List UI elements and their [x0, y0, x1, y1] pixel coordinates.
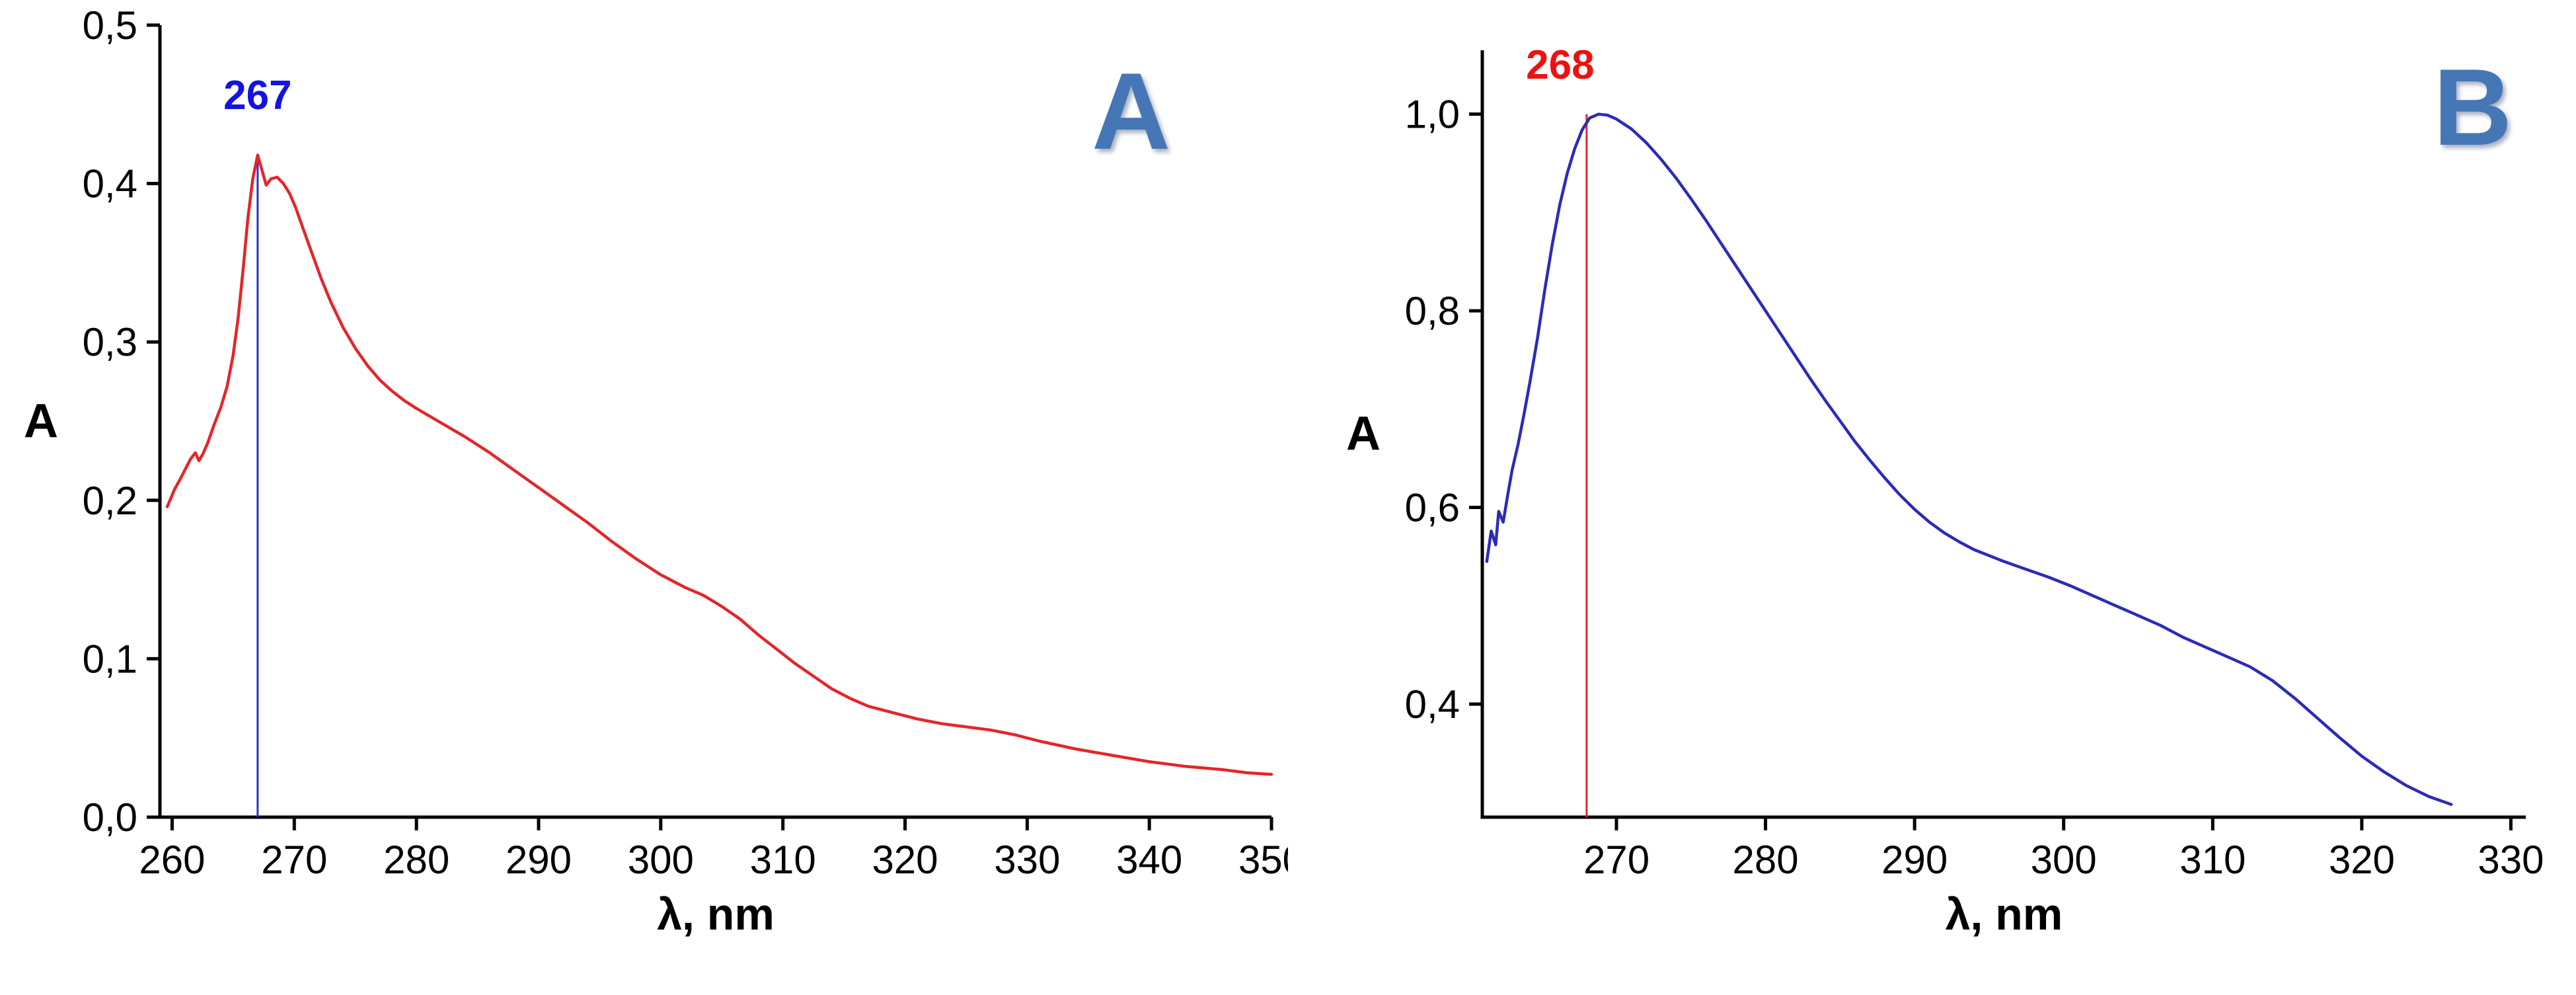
panel-letter-b: B: [2433, 46, 2513, 168]
x-tick-label: 270: [1583, 838, 1649, 882]
y-tick-label: 0,2: [83, 479, 137, 523]
x-tick-label: 320: [872, 838, 938, 882]
y-tick-label: 0,6: [1405, 486, 1460, 530]
x-tick-label: 310: [2179, 838, 2246, 882]
x-tick-label: 270: [261, 838, 327, 882]
peak-label: 267: [223, 73, 291, 118]
x-tick-label: 350: [1238, 838, 1288, 882]
spectrum-curve: [165, 153, 1273, 776]
y-axis-label: A: [24, 395, 58, 448]
x-axis-label: λ, nm: [657, 889, 775, 939]
x-tick-label: 280: [383, 838, 449, 882]
y-tick-label: 0,1: [83, 637, 137, 681]
x-tick-label: 290: [1881, 838, 1948, 882]
x-tick-label: 310: [750, 838, 816, 882]
uv-spectrum-chart-a: 260 270 280 290 300 310 320 330 340 350 0,0 0,1 0,2 0…: [24, 3, 1288, 939]
y-tick-label: 0,5: [83, 3, 137, 48]
uv-spectrum-chart-b: 270 280 290 300 310 320 330 0,4 0,6 0,8 1,0 268 λ, n…: [1346, 42, 2544, 939]
y-tick-label: 0,0: [83, 795, 137, 840]
y-tick-label: 0,4: [83, 162, 137, 206]
x-tick-label: 340: [1116, 838, 1182, 882]
y-axis-label: A: [1346, 407, 1381, 460]
x-tick-label: 300: [628, 838, 694, 882]
y-tick-label: 0,4: [1405, 682, 1460, 727]
x-axis-label: λ, nm: [1946, 889, 2063, 939]
peak-label: 268: [1526, 42, 1594, 88]
x-tick-label: 260: [139, 838, 205, 882]
panel-letter-a: A: [1092, 50, 1171, 172]
spectrum-curve: [1485, 112, 2453, 806]
x-tick-label: 280: [1733, 838, 1799, 882]
y-tick-label: 0,8: [1405, 289, 1460, 333]
y-tick-label: 0,3: [83, 320, 137, 364]
x-tick-label: 330: [994, 838, 1060, 882]
y-tick-label: 1,0: [1405, 93, 1460, 137]
x-tick-label: 320: [2329, 838, 2395, 882]
x-tick-label: 290: [506, 838, 572, 882]
x-tick-label: 330: [2478, 838, 2544, 882]
x-tick-label: 300: [2031, 838, 2097, 882]
